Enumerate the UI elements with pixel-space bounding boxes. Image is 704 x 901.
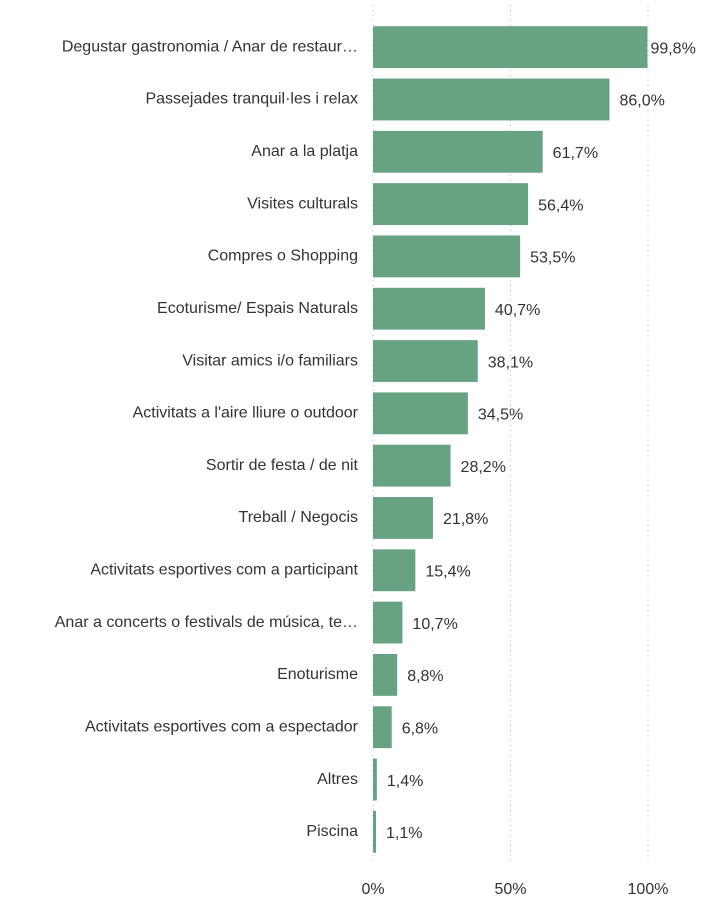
bar <box>373 810 377 853</box>
y-tick-label: Activitats a l'aire lliure o outdoor <box>133 405 359 422</box>
y-tick-label: Degustar gastronomia / Anar de restaur… <box>62 38 358 55</box>
y-tick-label: Altres <box>317 771 358 788</box>
value-label: 86,0% <box>620 93 665 110</box>
bar <box>373 706 392 749</box>
bar <box>373 601 403 644</box>
value-label: 99,8% <box>650 40 695 57</box>
value-label: 38,1% <box>488 354 533 371</box>
y-tick-label: Ecoturisme/ Espais Naturals <box>157 300 358 317</box>
bar <box>373 758 377 801</box>
y-tick-label: Piscina <box>306 823 358 840</box>
value-label: 1,4% <box>387 773 423 790</box>
y-tick-label: Passejades tranquil·les i relax <box>145 91 358 108</box>
bar <box>373 497 433 539</box>
value-label: 56,4% <box>538 197 583 214</box>
y-tick-label: Compres o Shopping <box>208 248 358 265</box>
value-label: 15,4% <box>425 564 470 581</box>
value-label: 1,1% <box>386 825 422 842</box>
value-label: 8,8% <box>407 668 443 685</box>
value-label: 61,7% <box>553 145 598 162</box>
bar <box>373 444 451 487</box>
bar <box>373 340 478 382</box>
bar <box>373 235 521 278</box>
bar <box>373 26 648 69</box>
y-tick-label: Enoturisme <box>277 666 358 683</box>
y-tick-label: Sortir de festa / de nit <box>206 457 359 474</box>
y-tick-label: Anar a concerts o festivals de música, t… <box>55 614 358 631</box>
value-label: 34,5% <box>478 407 523 424</box>
bar <box>373 653 398 696</box>
value-label: 28,2% <box>461 459 506 476</box>
y-tick-label: Visitar amics i/o familiars <box>182 352 358 369</box>
bar <box>373 183 529 226</box>
y-tick-label: Treball / Negocis <box>239 509 358 526</box>
bar <box>373 78 610 121</box>
y-tick-label: Anar a la platja <box>251 143 358 160</box>
value-label: 6,8% <box>402 720 438 737</box>
x-tick-label: 0% <box>361 881 384 898</box>
value-label: 40,7% <box>495 302 540 319</box>
y-tick-label: Activitats esportives com a participant <box>90 562 358 579</box>
value-label: 53,5% <box>530 250 575 267</box>
value-label: 10,7% <box>412 616 457 633</box>
bar <box>373 392 468 435</box>
y-tick-label: Activitats esportives com a espectador <box>85 718 359 735</box>
bar <box>373 549 416 592</box>
y-tick-label: Visites culturals <box>247 195 358 212</box>
x-tick-label: 100% <box>628 881 669 898</box>
value-label: 21,8% <box>443 511 488 528</box>
bar <box>373 130 543 173</box>
x-tick-label: 50% <box>494 881 526 898</box>
bar <box>373 287 485 330</box>
